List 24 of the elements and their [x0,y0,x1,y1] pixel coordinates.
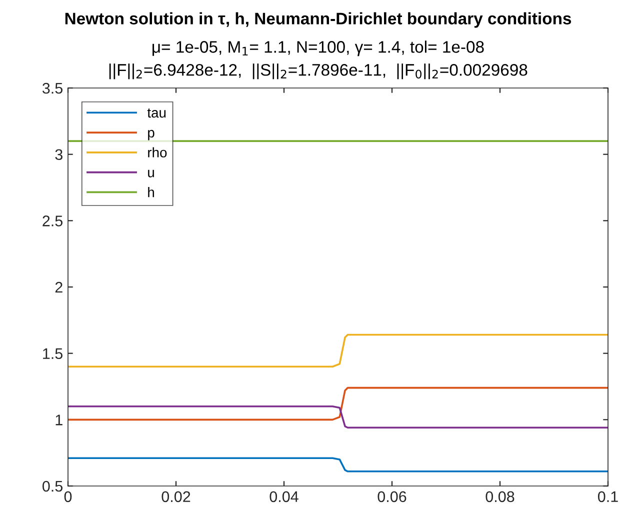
y-tick-label: 1 [56,414,62,426]
text: μ= 1e-05, M$_{1}$= 1.1, N=100, γ= 1.4, tol= 1e-08 ||F||$_{2}$=6.9428e-12, ||S||$_{2}$=1.7896e-11, ||F$_{0}$||$_{2}$=0.0029698 [109,40,528,80]
y-tick-label: 2.5 [42,216,62,226]
legend-label: h [148,187,154,198]
y-tick-label: 1.5 [43,348,62,360]
legend-label: rho [148,147,167,158]
y-tick-label: 0.5 [42,480,62,492]
legend-label: u [148,170,154,178]
line-series [68,405,608,429]
y-tick-label: 3 [55,149,62,160]
legend-label: p [148,130,154,140]
x-tick-label: 0.02 [162,491,190,502]
line-series [68,457,608,472]
x-tick-label: 0.04 [270,491,298,502]
chart-title: Newton solution in τ, h, Neumann-Dirichlet boundary conditions [65,12,572,28]
x-tick-label: 0.06 [378,491,406,502]
line-series [68,334,608,368]
x-tick-label: 0.08 [486,491,514,502]
legend-label: tau [147,108,166,118]
x-tick-label: 0 [64,491,72,502]
y-tick-label: 2 [55,282,62,293]
line-series [68,386,608,421]
y-tick-label: 3.5 [42,82,62,94]
x-tick-label: 0.1 [598,491,618,502]
